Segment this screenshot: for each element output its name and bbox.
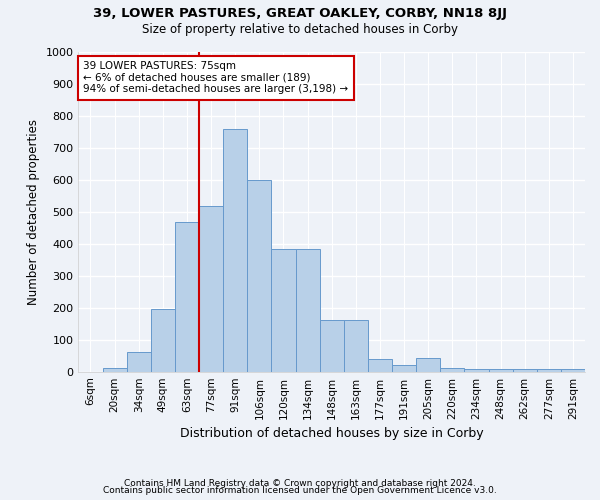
Bar bbox=[416, 358, 440, 372]
Bar bbox=[175, 222, 199, 372]
Bar bbox=[344, 320, 368, 372]
Bar bbox=[488, 369, 512, 372]
Bar bbox=[271, 249, 296, 372]
Text: 39 LOWER PASTURES: 75sqm
← 6% of detached houses are smaller (189)
94% of semi-d: 39 LOWER PASTURES: 75sqm ← 6% of detache… bbox=[83, 61, 349, 94]
Bar bbox=[247, 180, 271, 372]
Bar bbox=[223, 130, 247, 372]
Bar bbox=[537, 369, 561, 372]
Text: Contains public sector information licensed under the Open Government Licence v3: Contains public sector information licen… bbox=[103, 486, 497, 495]
Bar bbox=[151, 308, 175, 372]
Bar bbox=[103, 368, 127, 372]
Bar bbox=[512, 369, 537, 372]
X-axis label: Distribution of detached houses by size in Corby: Distribution of detached houses by size … bbox=[180, 427, 484, 440]
Bar bbox=[127, 352, 151, 372]
Bar bbox=[440, 368, 464, 372]
Bar bbox=[561, 369, 585, 372]
Bar bbox=[464, 369, 488, 372]
Y-axis label: Number of detached properties: Number of detached properties bbox=[27, 118, 40, 304]
Bar bbox=[320, 320, 344, 372]
Bar bbox=[199, 206, 223, 372]
Text: Contains HM Land Registry data © Crown copyright and database right 2024.: Contains HM Land Registry data © Crown c… bbox=[124, 478, 476, 488]
Text: Size of property relative to detached houses in Corby: Size of property relative to detached ho… bbox=[142, 22, 458, 36]
Bar bbox=[296, 249, 320, 372]
Bar bbox=[392, 364, 416, 372]
Bar bbox=[368, 359, 392, 372]
Text: 39, LOWER PASTURES, GREAT OAKLEY, CORBY, NN18 8JJ: 39, LOWER PASTURES, GREAT OAKLEY, CORBY,… bbox=[93, 8, 507, 20]
